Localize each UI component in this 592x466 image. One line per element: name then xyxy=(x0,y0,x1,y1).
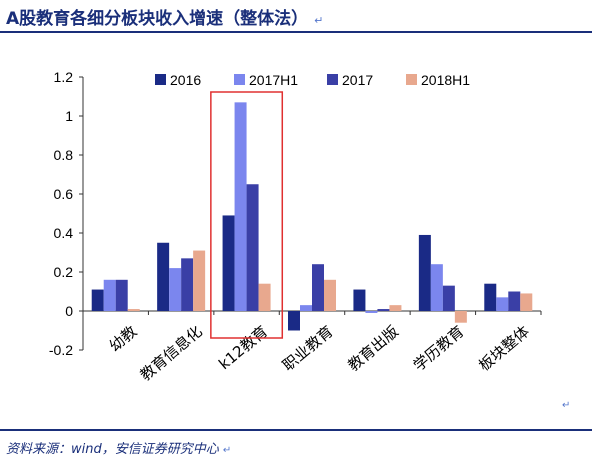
y-tick-label: 0.2 xyxy=(54,264,74,280)
bar-2016-0 xyxy=(91,289,104,311)
chart-title-text: A股教育各细分板块收入增速（整体法） xyxy=(6,9,309,29)
bar-2016-4 xyxy=(353,289,366,311)
y-tick-label: -0.2 xyxy=(49,342,73,358)
bar-2017H1-3 xyxy=(300,305,312,311)
legend-swatch-2017 xyxy=(327,74,338,85)
bar-2017-6 xyxy=(508,291,521,311)
bar-2018H1-2 xyxy=(258,283,271,311)
y-tick-label: 0.6 xyxy=(54,186,74,202)
return-mark-icon: ↵ xyxy=(314,14,324,27)
bar-2016-2 xyxy=(222,215,235,311)
bar-2017-4 xyxy=(377,309,390,311)
x-category-label: 幼教 xyxy=(106,322,141,355)
source-text: 资料来源：wind，安信证券研究中心 xyxy=(6,442,219,457)
highlight-box-k12 xyxy=(210,91,284,339)
return-mark-icon: ↵ xyxy=(222,445,232,456)
legend-swatch-2017H1 xyxy=(234,74,245,85)
x-category-label: 职业教育 xyxy=(279,322,337,374)
bar-2017-2 xyxy=(246,184,259,311)
legend-swatch-2016 xyxy=(155,74,166,85)
x-category-label: 教育信息化 xyxy=(137,322,206,384)
bar-2017H1-5 xyxy=(430,264,443,311)
bar-2018H1-4 xyxy=(389,305,402,311)
bar-2017-1 xyxy=(181,258,194,311)
bar-2017-5 xyxy=(442,285,455,311)
bar-2017H1-2 xyxy=(234,102,247,311)
bar-2017H1-0 xyxy=(103,279,116,311)
bottom-rule xyxy=(0,429,592,431)
bar-2017-0 xyxy=(115,279,128,311)
y-tick-label: 0.4 xyxy=(54,225,74,241)
paragraph-mark-icon: ↵ xyxy=(562,400,571,411)
legend-label-2016: 2016 xyxy=(170,72,201,88)
x-category-label: 教育出版 xyxy=(344,322,402,374)
legend-label-2018H1: 2018H1 xyxy=(421,72,470,88)
y-tick-label: 0.8 xyxy=(54,147,74,163)
source-note: 资料来源：wind，安信证券研究中心 ↵ xyxy=(6,438,231,457)
bar-2016-6 xyxy=(484,283,497,311)
top-rule xyxy=(0,31,592,33)
bar-2017H1-6 xyxy=(496,297,509,311)
x-category-label: 学历教育 xyxy=(410,322,468,374)
y-tick-label: 1 xyxy=(65,108,73,124)
x-category-label: k12教育 xyxy=(215,322,271,373)
bar-2018H1-1 xyxy=(193,250,206,311)
bar-2018H1-3 xyxy=(324,279,336,311)
legend-swatch-2018H1 xyxy=(406,74,417,85)
x-category-label: 板块整体 xyxy=(475,322,533,374)
bar-2017H1-1 xyxy=(169,268,182,311)
bar-2017H1-4 xyxy=(365,311,378,313)
legend-label-2017H1: 2017H1 xyxy=(249,72,298,88)
bar-2017-3 xyxy=(312,264,324,311)
bar-2018H1-5 xyxy=(454,311,467,323)
bar-2018H1-0 xyxy=(127,309,140,311)
bar-2016-1 xyxy=(157,242,170,311)
bar-2016-5 xyxy=(418,234,431,311)
chart-title: A股教育各细分板块收入增速（整体法） ↵ xyxy=(6,4,323,29)
bar-2016-3 xyxy=(288,311,300,331)
y-tick-label: 0 xyxy=(65,303,73,319)
legend-label-2017: 2017 xyxy=(342,72,373,88)
bar-2018H1-6 xyxy=(520,293,533,311)
y-tick-label: 1.2 xyxy=(54,69,74,85)
